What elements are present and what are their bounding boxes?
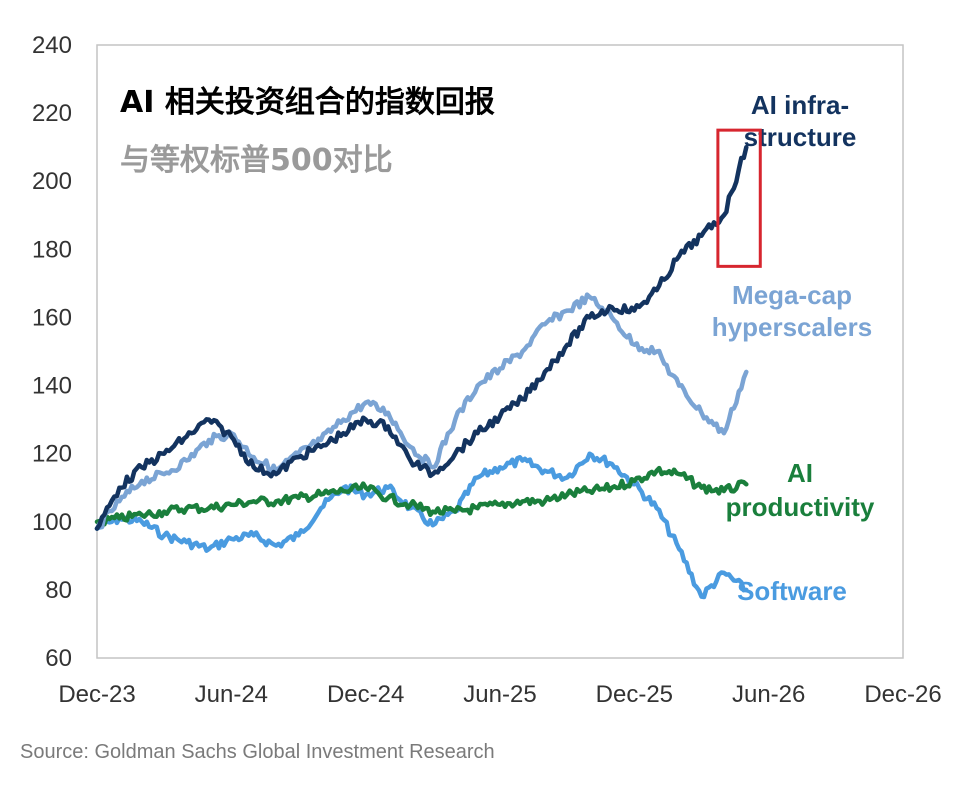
y-tick-label: 240 bbox=[32, 32, 72, 59]
x-tick-label: Jun-24 bbox=[195, 681, 268, 708]
chart-subtitle: 与等权标普500对比 bbox=[120, 143, 393, 178]
x-tick-label: Dec-24 bbox=[327, 681, 404, 708]
y-tick-label: 100 bbox=[32, 509, 72, 536]
series-label: AI infra- bbox=[751, 90, 849, 120]
series-label: structure bbox=[744, 122, 857, 152]
series-label: productivity bbox=[726, 492, 875, 522]
chart-title: AI 相关投资组合的指数回报 bbox=[120, 85, 495, 120]
y-tick-label: 220 bbox=[32, 100, 72, 127]
y-tick-label: 80 bbox=[45, 577, 72, 604]
series-line bbox=[94, 144, 749, 531]
series-line bbox=[94, 292, 749, 531]
x-tick-label: Jun-25 bbox=[463, 681, 536, 708]
series-layer bbox=[94, 144, 749, 600]
y-tick-label: 140 bbox=[32, 373, 72, 400]
plot-frame bbox=[96, 44, 904, 659]
source-note: Source: Goldman Sachs Global Investment … bbox=[20, 741, 495, 763]
series-labels: Software AI productivity Mega-caphyperscale… bbox=[712, 90, 875, 606]
y-tick-label: 180 bbox=[32, 236, 72, 263]
series-label: AI bbox=[787, 458, 813, 488]
y-tick-label: 60 bbox=[45, 645, 72, 672]
x-axis: Dec-23 Jun-24 Dec-24 Jun-25 Dec-25 Jun-26 Dec-… bbox=[58, 681, 941, 708]
x-tick-label: Dec-26 bbox=[864, 681, 941, 708]
y-axis: 60 80 100 120 140 160 180 200 220 240 bbox=[32, 32, 72, 672]
series-label: hyperscalers bbox=[712, 312, 872, 342]
x-tick-label: Jun-26 bbox=[732, 681, 805, 708]
series-label: Mega-cap bbox=[732, 280, 852, 310]
x-tick-label: Dec-23 bbox=[58, 681, 135, 708]
y-tick-label: 200 bbox=[32, 168, 72, 195]
y-tick-label: 120 bbox=[32, 441, 72, 468]
series-line bbox=[94, 465, 749, 527]
x-tick-label: Dec-25 bbox=[596, 681, 673, 708]
y-tick-label: 160 bbox=[32, 304, 72, 331]
highlight-box bbox=[716, 128, 762, 268]
series-line bbox=[94, 451, 749, 600]
series-label: Software bbox=[737, 576, 847, 606]
